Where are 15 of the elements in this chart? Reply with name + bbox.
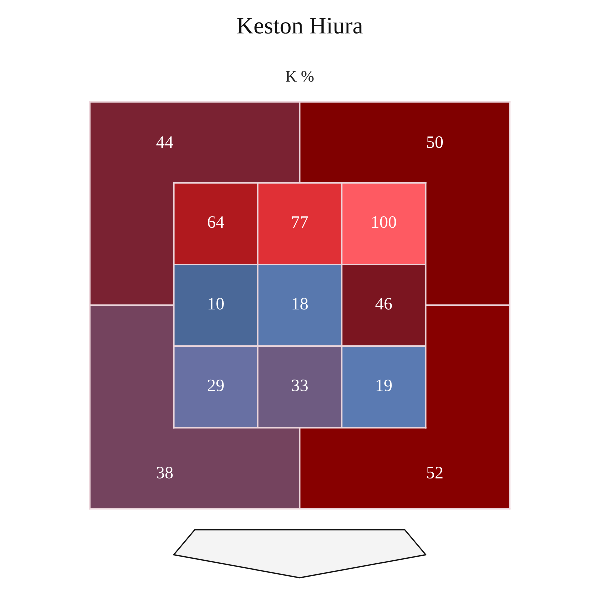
data-label: 77 xyxy=(292,216,308,228)
data-label: 38 xyxy=(157,467,173,479)
data-label: 10 xyxy=(208,298,224,310)
data-label: 19 xyxy=(376,380,392,392)
data-label: 52 xyxy=(427,467,443,479)
data-label: 44 xyxy=(156,136,174,148)
chart-title: Keston Hiura xyxy=(237,18,363,34)
chart-subtitle: K % xyxy=(286,71,314,82)
data-label: 33 xyxy=(292,380,308,392)
data-label: 50 xyxy=(427,136,444,148)
data-label: 18 xyxy=(292,298,308,310)
data-label: 64 xyxy=(208,216,224,228)
data-label: 29 xyxy=(208,380,224,392)
data-label: 46 xyxy=(376,298,392,310)
data-label: 100 xyxy=(372,216,396,228)
